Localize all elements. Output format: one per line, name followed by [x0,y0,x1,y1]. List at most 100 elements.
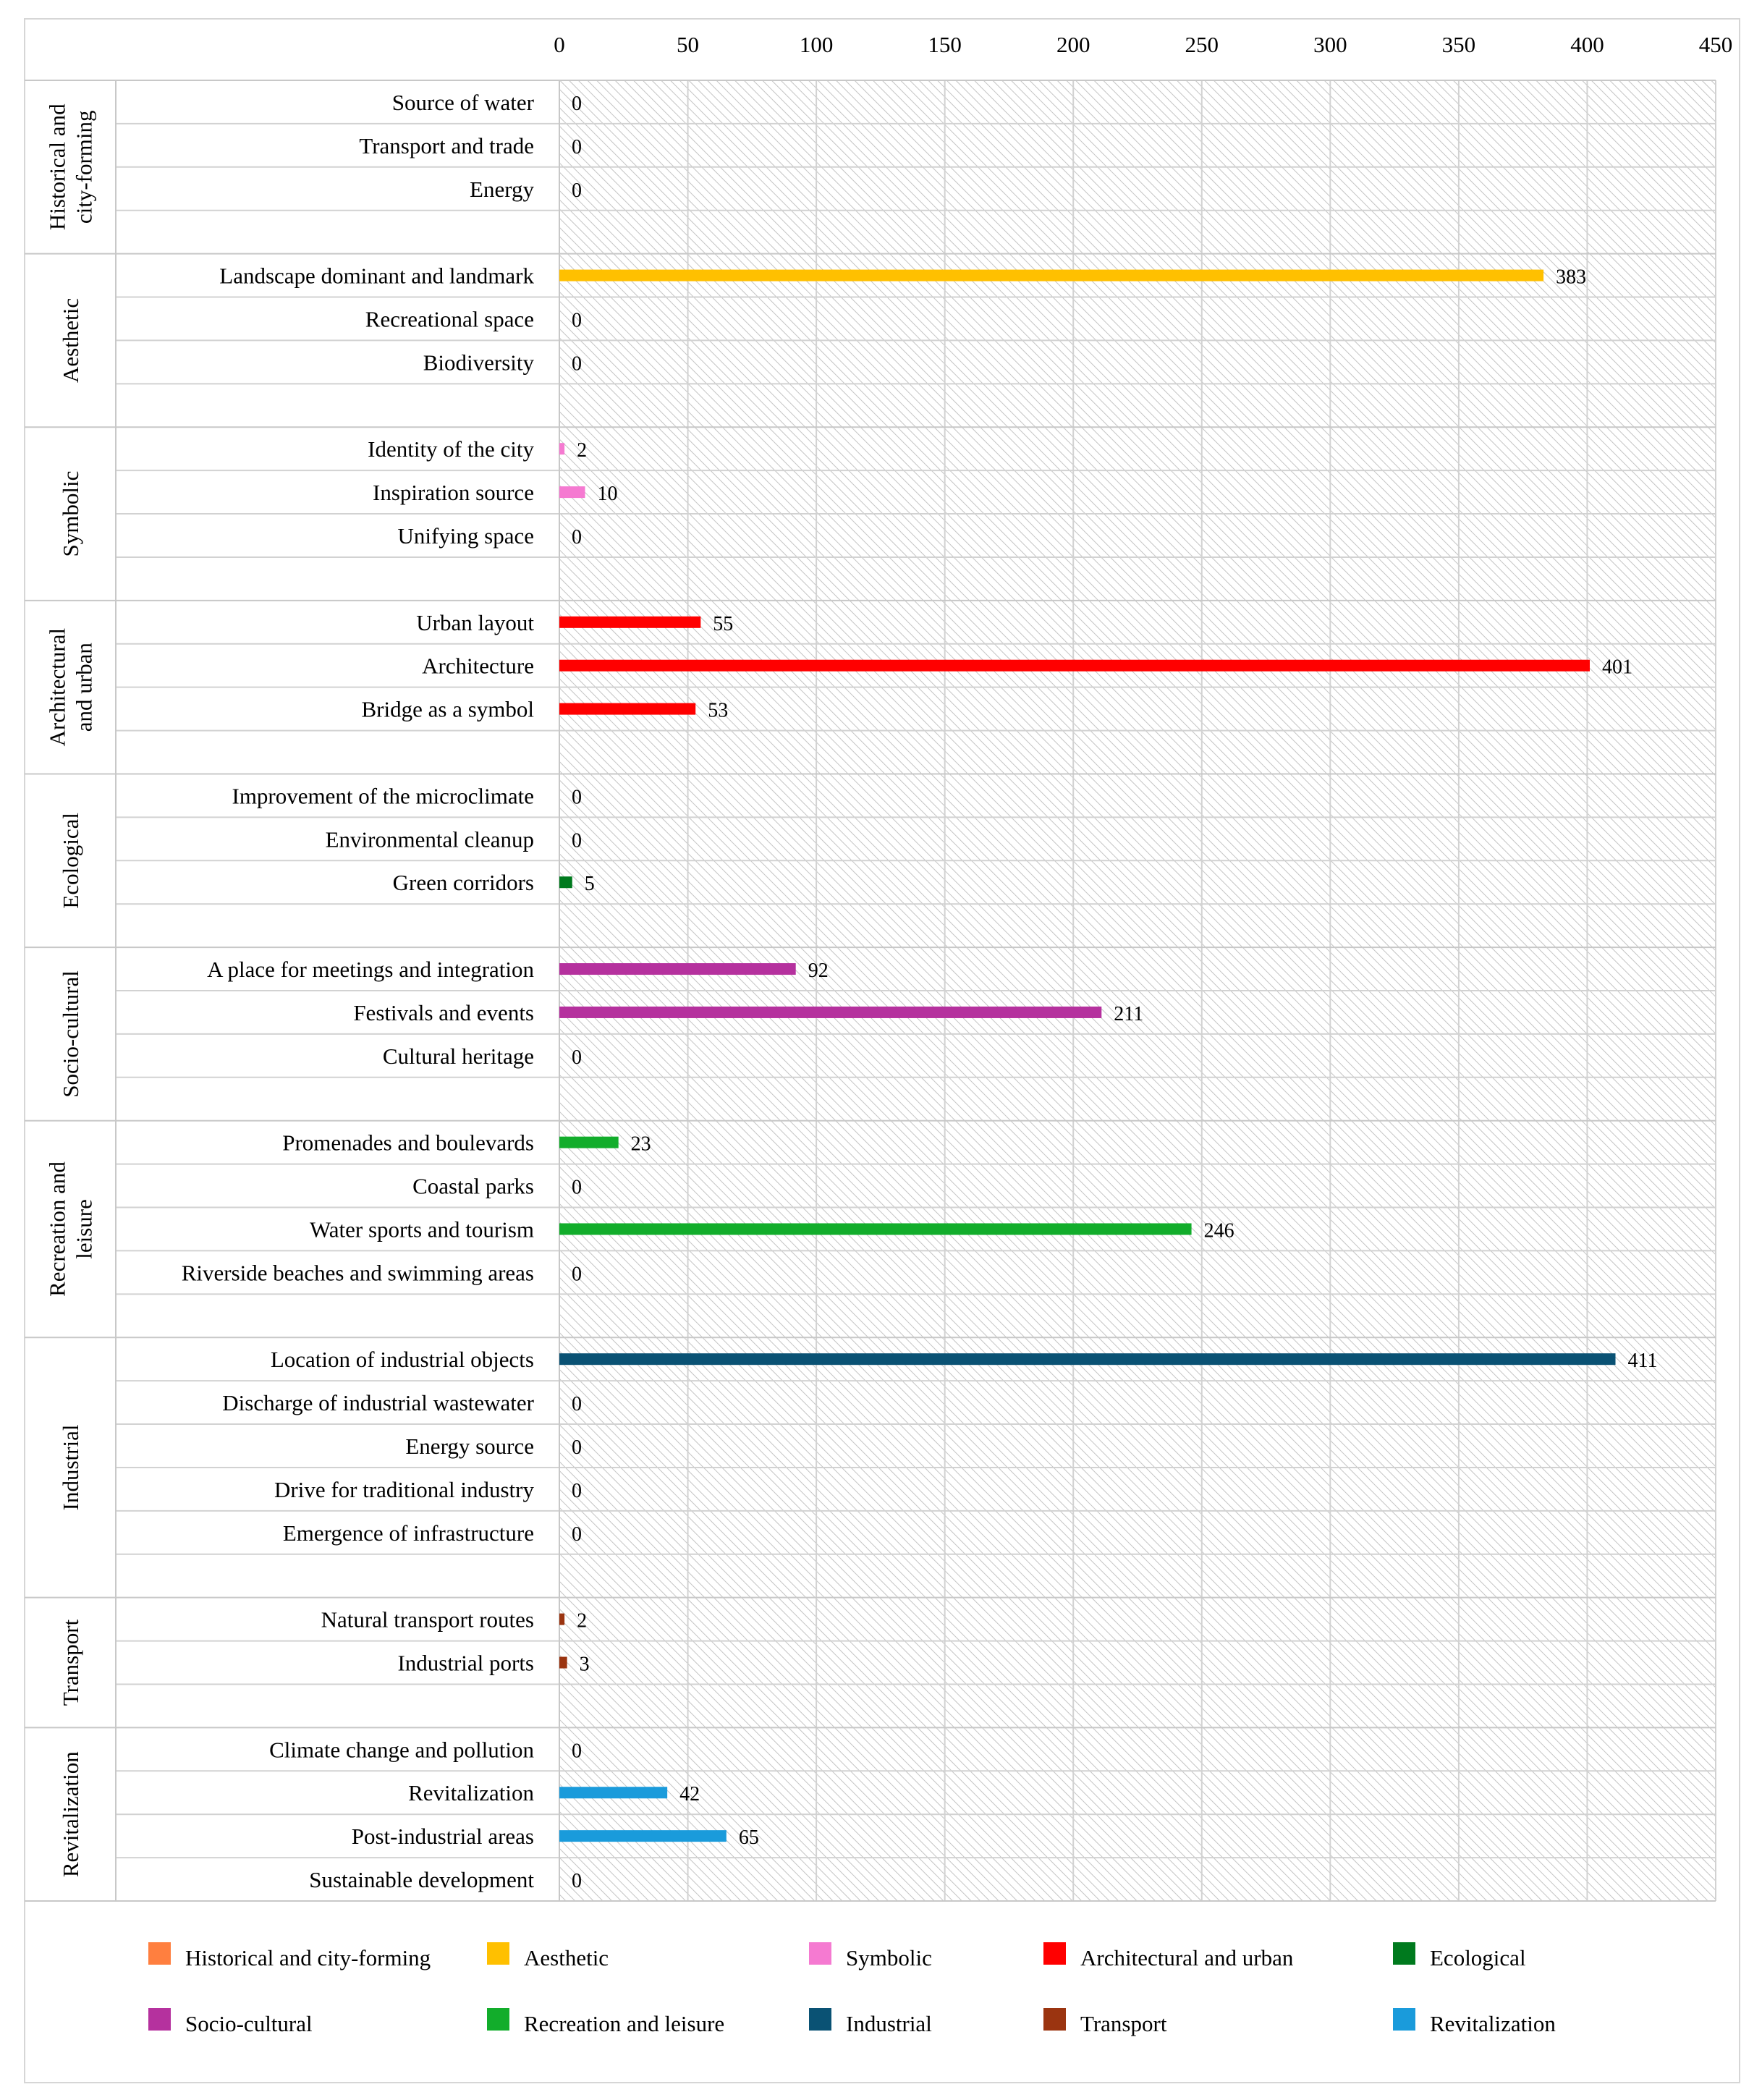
category-label: Emergence of infrastructure [283,1520,534,1546]
category-label: Cultural heritage [383,1043,534,1069]
legend-label: Revitalization [1430,2011,1556,2036]
data-label: 0 [572,93,582,115]
category-label: Energy [470,177,534,202]
bar [559,269,1544,281]
x-tick-label: 350 [1442,32,1476,57]
x-tick-label: 400 [1570,32,1604,57]
bar [559,963,796,975]
data-label: 3 [580,1654,590,1676]
bar [559,876,572,889]
category-label: Drive for traditional industry [274,1477,534,1502]
category-label: Environmental cleanup [326,826,534,852]
group-label: Industrial [58,1425,83,1511]
category-label: Energy source [405,1434,534,1459]
x-tick-label: 100 [800,32,834,57]
category-label: Landscape dominant and landmark [219,263,534,289]
category-label: Coastal parks [412,1174,534,1199]
x-tick-label: 300 [1313,32,1347,57]
group-label: Socio-cultural [58,970,83,1098]
group-label: Recreation and [45,1161,70,1297]
data-label: 0 [572,1046,582,1069]
legend-swatch [809,1942,831,1965]
data-label: 0 [572,786,582,808]
category-label: Urban layout [416,610,534,635]
data-label: 0 [572,1177,582,1199]
legend-label: Historical and city-forming [185,1945,431,1970]
group-label: city-forming [72,110,97,224]
x-tick-label: 200 [1056,32,1090,57]
category-label: Architecture [422,653,534,679]
legend-swatch [1393,1942,1415,1965]
data-label: 0 [572,1523,582,1546]
row-separators [25,80,1716,1902]
category-labels: Source of water Transport and trade Energy… [182,90,535,1892]
group-label: Aesthetic [58,298,83,383]
group-label: Revitalization [58,1751,83,1877]
category-label: Revitalization [408,1780,534,1805]
legend-swatch [487,2008,509,2031]
legend-label: Symbolic [846,1945,932,1970]
bar [559,486,585,499]
bar [559,1830,727,1842]
group-label: Transport [58,1619,83,1706]
category-label: Post-industrial areas [352,1824,534,1849]
data-label: 246 [1204,1219,1234,1242]
legend-swatch [1043,1942,1066,1965]
group-label: Historical and [45,103,70,230]
bar [559,443,565,455]
category-label: Recreational space [365,306,534,331]
data-label: 2 [577,439,587,462]
category-label: Climate change and pollution [269,1737,534,1762]
data-label: 401 [1602,656,1632,679]
bar [559,1656,567,1669]
bar [559,1787,668,1799]
x-tick-label: 150 [928,32,962,57]
legend-label: Recreation and leisure [524,2011,724,2036]
data-label: 411 [1628,1350,1658,1372]
legend-label: Transport [1080,2011,1167,2036]
legend-swatch [1043,2008,1066,2031]
category-label: Discharge of industrial wastewater [222,1390,534,1415]
category-label: Source of water [392,90,535,115]
x-tick-label: 450 [1699,32,1733,57]
legend-swatch [487,1942,509,1965]
data-label: 42 [679,1783,700,1805]
category-label: Unifying space [397,523,534,549]
data-label: 211 [1114,1003,1143,1025]
category-label: Green corridors [393,870,534,895]
bar [559,1136,619,1148]
data-label: 0 [572,1480,582,1502]
category-label: Promenades and boulevards [282,1130,534,1156]
category-label: Riverside beaches and swimming areas [182,1260,534,1285]
legend-label: Architectural and urban [1080,1945,1294,1970]
data-label: 0 [572,829,582,852]
category-label: Bridge as a symbol [362,697,535,722]
data-label: 0 [572,1436,582,1459]
data-label: 383 [1556,266,1586,289]
legend-swatch [809,2008,831,2031]
data-label: 0 [572,309,582,331]
bar [559,659,1590,672]
x-tick-label: 250 [1185,32,1219,57]
data-label: 53 [708,700,728,722]
group-label: Architectural [45,628,70,747]
legend-label: Socio-cultural [185,2011,313,2036]
group-label: Symbolic [58,471,83,557]
bar [559,1613,565,1625]
category-label: Location of industrial objects [271,1347,534,1372]
bar [559,1353,1616,1366]
group-label: Ecological [58,813,83,909]
category-label: Identity of the city [368,436,534,462]
x-tick-label: 50 [677,32,699,57]
data-label: 0 [572,1393,582,1415]
legend: Historical and city-forming Aesthetic Symb… [148,1942,1556,2036]
bars [559,269,1616,1842]
bar [559,1223,1192,1235]
x-tick-label: 0 [554,32,565,57]
data-label: 55 [713,613,733,635]
bar [559,1006,1102,1018]
data-label: 5 [585,873,595,895]
data-label: 2 [577,1610,587,1633]
category-label: A place for meetings and integration [207,957,534,982]
